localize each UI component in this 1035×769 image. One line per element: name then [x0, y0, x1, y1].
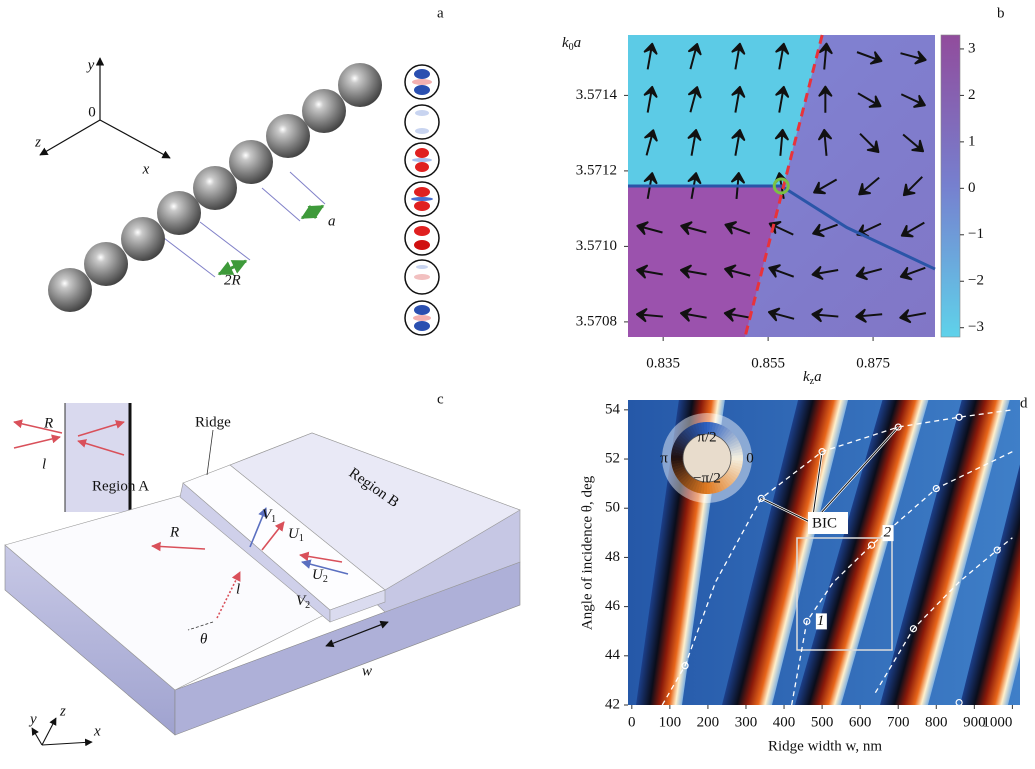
axis-arrow: [100, 120, 170, 158]
colorbar-tick-label: −3: [968, 319, 984, 335]
colorbar-tick-label: 2: [968, 87, 976, 103]
colorbar-tick-label: 0: [968, 180, 976, 196]
axis-label: z: [34, 134, 41, 150]
inset-label: R: [43, 415, 53, 431]
y-tick-label: 42: [605, 696, 620, 712]
panel-a: a y 0 z x a 2R: [34, 5, 444, 335]
y-tick-label: 50: [605, 500, 620, 516]
axis-label: y: [86, 57, 95, 73]
phase-label: π: [660, 450, 668, 466]
panel-c: c R l Ridge Region B Region A R l θ w y …: [5, 391, 520, 745]
axis-label: y: [28, 711, 37, 727]
axis-arrow: [40, 120, 100, 155]
panel-label: a: [437, 5, 444, 21]
y-tick-label: 3.5708: [576, 313, 617, 329]
x-tick-label: 400: [773, 714, 796, 730]
colorbar-tick-label: 1: [968, 133, 976, 149]
mini-axes: [32, 718, 92, 745]
panel-label: d: [1020, 395, 1028, 411]
colorbar-tick-label: −1: [968, 226, 984, 242]
x-tick-label: 1000: [982, 714, 1012, 730]
panel-label: b: [997, 5, 1005, 21]
axis-label: x: [93, 723, 101, 739]
y-axis-label: Angle of incidence θ, deg: [579, 475, 595, 630]
phase-label: π/2: [697, 429, 716, 445]
mode-label-part: 2: [305, 600, 310, 611]
y-tick-label: 48: [605, 549, 620, 565]
marker-label: 1: [817, 613, 825, 629]
y-tick-label: 46: [605, 598, 621, 614]
annotation: a: [328, 213, 336, 229]
dimension-arrow: [302, 206, 323, 218]
colorbar-tick-label: 3: [968, 40, 976, 56]
x-tick-label: 0.875: [856, 355, 890, 371]
x-tick-label: 100: [659, 714, 682, 730]
wave-label: l: [236, 581, 240, 597]
axis-label: x: [142, 161, 150, 177]
x-tick-label: 800: [925, 714, 948, 730]
structure-label: Ridge: [195, 414, 231, 430]
x-tick-label: 300: [735, 714, 758, 730]
x-axis-label-part: a: [814, 369, 822, 385]
x-tick-label: 0.855: [751, 355, 785, 371]
y-tick-label: 54: [605, 401, 621, 417]
angle-label: θ: [200, 631, 208, 647]
x-tick-label: 200: [697, 714, 720, 730]
x-axis-label: kza: [803, 369, 822, 387]
page: {"panels": { "a": {"label": "a", "axes":…: [0, 0, 1035, 769]
x-tick-label: 0: [628, 714, 636, 730]
bic-label: BIC: [812, 515, 837, 531]
y-axis-label-part: a: [574, 35, 582, 51]
marker-label: 2: [884, 525, 892, 541]
mode-label-part: 1: [271, 514, 276, 525]
x-tick-label: 600: [849, 714, 872, 730]
colorbar-tick-label: −2: [968, 273, 984, 289]
figure: a y 0 z x a 2R: [0, 0, 1035, 769]
wave-label: R: [169, 524, 179, 540]
y-tick-label: 3.5710: [576, 238, 617, 254]
y-tick-label: 3.5712: [576, 162, 617, 178]
phase-label: −π/2: [693, 470, 721, 486]
y-tick-label: 44: [605, 647, 621, 663]
inset-label: l: [42, 456, 46, 472]
phase-label: 0: [746, 450, 754, 466]
x-tick-label: 700: [887, 714, 910, 730]
axis-label: z: [59, 703, 66, 719]
panel-label: c: [437, 391, 444, 407]
width-label: w: [362, 663, 372, 679]
y-axis-label: k0a: [562, 35, 581, 53]
y-tick-label: 52: [605, 450, 620, 466]
x-tick-label: 500: [811, 714, 834, 730]
axis-label: 0: [88, 104, 96, 120]
mode-profiles: [405, 65, 439, 335]
annotation: 2R: [224, 272, 241, 288]
x-axis-label: Ridge width w, nm: [768, 738, 882, 754]
inset-layer: [65, 403, 130, 512]
x-tick-label: 0.835: [646, 355, 680, 371]
y-tick-label: 3.5714: [576, 87, 618, 103]
mode-label-part: 1: [299, 533, 304, 544]
sphere-chain: [48, 63, 382, 312]
structure-label: Region A: [92, 478, 149, 494]
mode-label-part: 2: [323, 574, 328, 585]
